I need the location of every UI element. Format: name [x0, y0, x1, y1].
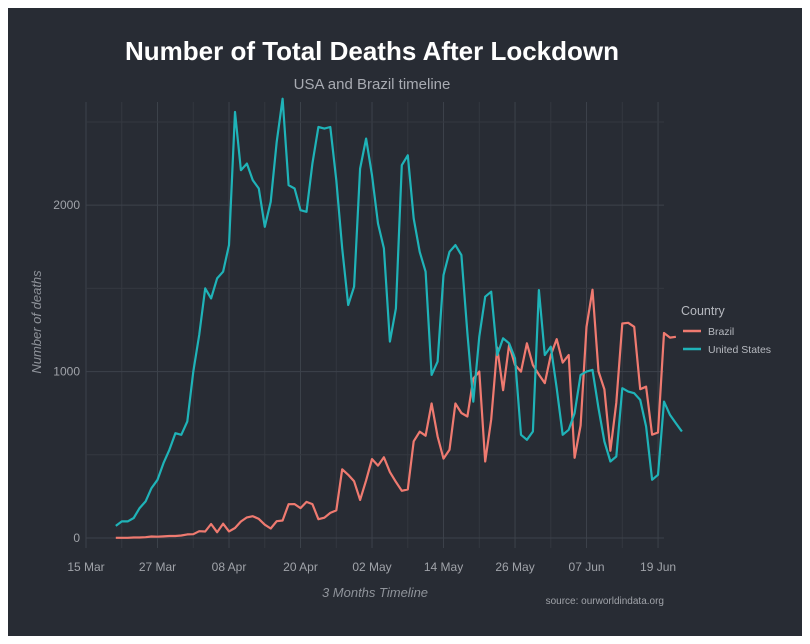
x-tick-label: 26 May	[495, 560, 534, 574]
x-tick-label: 15 Mar	[67, 560, 104, 574]
x-tick-label: 19 Jun	[640, 560, 676, 574]
legend: Country Brazil United States	[681, 304, 771, 356]
y-tick-label: 1000	[53, 365, 80, 379]
x-tick-label: 14 May	[424, 560, 463, 574]
series-lines	[115, 97, 683, 539]
y-tick-label: 0	[73, 531, 80, 545]
chart-subtitle: USA and Brazil timeline	[293, 76, 451, 93]
series-line-brazil	[115, 288, 677, 539]
grid-lines	[85, 102, 664, 548]
x-tick-label: 20 Apr	[283, 560, 318, 574]
x-tick-label: 08 Apr	[212, 560, 247, 574]
series-line-united-states	[115, 97, 683, 527]
x-tick-label: 27 Mar	[139, 560, 176, 574]
chart-panel	[8, 8, 802, 636]
x-tick-label: 07 Jun	[569, 560, 605, 574]
chart-title: Number of Total Deaths After Lockdown	[124, 36, 620, 66]
legend-label: Brazil	[708, 326, 734, 338]
y-tick-labels: 0 1000 2000	[53, 198, 80, 545]
source-caption: source: ourworldindata.org	[546, 596, 664, 607]
legend-label: United States	[708, 344, 771, 356]
y-axis-label: Number of deaths	[29, 270, 44, 374]
x-tick-labels: 15 Mar 27 Mar 08 Apr 20 Apr 02 May 14 May 26 M…	[67, 560, 676, 574]
x-axis-label: 3 Months Timeline	[322, 585, 428, 600]
y-tick-label: 2000	[53, 198, 80, 212]
legend-title: Country	[681, 304, 726, 318]
x-tick-label: 02 May	[352, 560, 391, 574]
